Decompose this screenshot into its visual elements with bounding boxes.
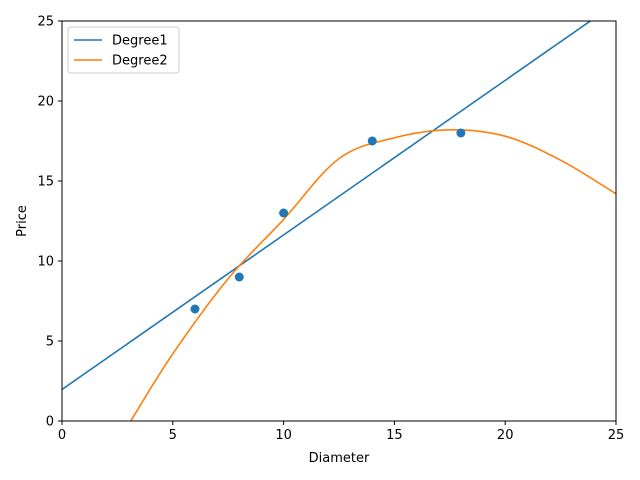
x-tick-label: 0 bbox=[58, 428, 66, 443]
x-tick-label: 15 bbox=[386, 428, 403, 443]
y-tick-label: 20 bbox=[37, 95, 54, 110]
data-point bbox=[190, 304, 200, 314]
x-tick-label: 5 bbox=[169, 428, 177, 443]
legend: Degree1 Degree2 bbox=[67, 26, 180, 74]
y-tick-label: 25 bbox=[37, 15, 54, 30]
x-axis-label: Diameter bbox=[309, 451, 370, 466]
x-tick-label: 20 bbox=[497, 428, 514, 443]
data-point bbox=[279, 208, 289, 218]
x-tick-label: 10 bbox=[275, 428, 292, 443]
legend-label: Degree2 bbox=[112, 54, 168, 69]
y-axis-label: Price bbox=[15, 205, 30, 237]
y-tick-label: 5 bbox=[46, 335, 54, 350]
data-point bbox=[367, 136, 377, 146]
y-tick-label: 0 bbox=[46, 415, 54, 430]
series-line-1 bbox=[62, 21, 592, 391]
series-line-2 bbox=[130, 128, 616, 421]
data-point bbox=[456, 128, 466, 138]
legend-box bbox=[67, 26, 180, 74]
y-tick-label: 10 bbox=[37, 255, 54, 270]
y-tick-label: 15 bbox=[37, 175, 54, 190]
x-tick-label: 25 bbox=[608, 428, 625, 443]
data-point bbox=[234, 272, 244, 282]
legend-label: Degree1 bbox=[112, 34, 168, 49]
plot-frame bbox=[61, 20, 617, 422]
